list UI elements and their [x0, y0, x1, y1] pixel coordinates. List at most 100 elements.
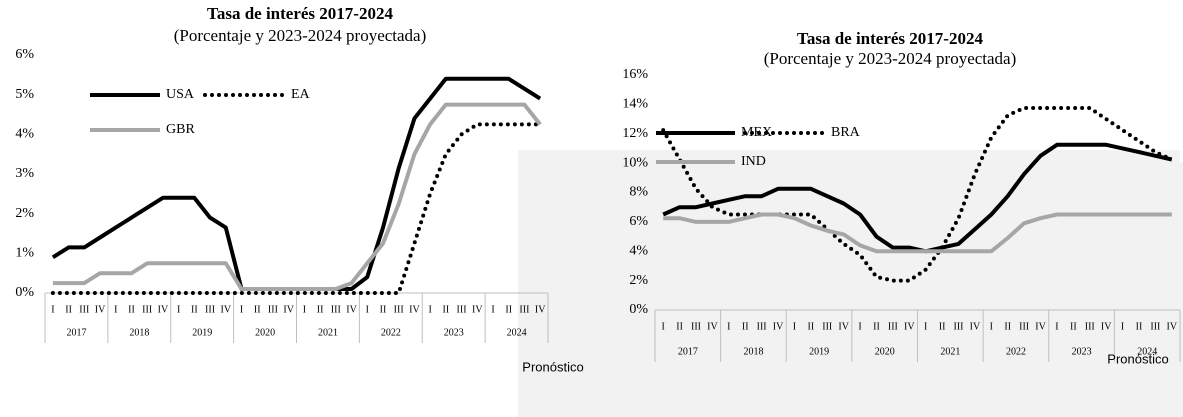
y-tick-label: 0% [629, 302, 648, 317]
x-tick-label: III [205, 304, 215, 315]
x-tick-label: IV [409, 304, 420, 315]
series-line [50, 122, 543, 295]
chart-title: Tasa de interés 2017-2024 [797, 29, 983, 48]
x-tick-label: III [1019, 321, 1029, 332]
y-tick-label: 8% [629, 185, 648, 200]
x-tick-label: I [990, 321, 993, 332]
y-tick-label: 5% [15, 87, 34, 102]
x-tick-label: III [142, 304, 152, 315]
x-tick-label: III [394, 304, 404, 315]
x-tick-label: II [442, 304, 449, 315]
x-group-label: 2024 [1137, 346, 1157, 357]
x-tick-label: II [1136, 321, 1143, 332]
y-tick-label: 2% [629, 273, 648, 288]
x-tick-label: IV [904, 321, 915, 332]
x-group-label: 2020 [255, 327, 275, 338]
x-tick-label: IV [707, 321, 718, 332]
x-tick-label: II [380, 304, 387, 315]
x-tick-label: III [691, 321, 701, 332]
x-tick-label: III [331, 304, 341, 315]
legend-label: BRA [831, 125, 861, 140]
y-tick-label: 1% [15, 246, 34, 261]
x-group-label: 2018 [743, 346, 763, 357]
x-group-label: 2020 [875, 346, 895, 357]
x-tick-label: I [114, 304, 117, 315]
x-tick-label: II [1070, 321, 1077, 332]
legend-label: GBR [166, 122, 195, 137]
x-tick-label: III [822, 321, 832, 332]
legend-label: IND [741, 154, 766, 169]
x-tick-label: IV [283, 304, 294, 315]
x-tick-label: IV [95, 304, 106, 315]
x-tick-label: I [428, 304, 431, 315]
x-tick-label: III [457, 304, 467, 315]
x-tick-label: I [793, 321, 796, 332]
y-tick-label: 3% [15, 166, 34, 181]
x-tick-label: II [128, 304, 135, 315]
chart-title: Tasa de interés 2017-2024 [207, 4, 393, 23]
x-tick-label: III [79, 304, 89, 315]
x-tick-label: I [303, 304, 306, 315]
annotation: Pronóstico [1107, 351, 1168, 366]
legend-label: EA [291, 87, 311, 102]
x-group-label: 2024 [507, 327, 527, 338]
y-tick-label: 4% [15, 127, 34, 142]
x-tick-label: II [808, 321, 815, 332]
y-tick-label: 6% [629, 214, 648, 229]
x-tick-label: IV [158, 304, 169, 315]
x-tick-label: III [1150, 321, 1160, 332]
x-group-label: 2023 [444, 327, 464, 338]
x-tick-label: I [1055, 321, 1058, 332]
x-tick-label: III [1085, 321, 1095, 332]
x-tick-label: III [268, 304, 278, 315]
x-group-label: 2019 [192, 327, 212, 338]
x-tick-label: I [240, 304, 243, 315]
x-tick-label: II [939, 321, 946, 332]
annotation: Pronóstico [522, 359, 583, 374]
y-tick-label: 10% [622, 155, 648, 170]
x-tick-label: II [505, 304, 512, 315]
x-group-label: 2021 [318, 327, 338, 338]
x-tick-label: IV [535, 304, 546, 315]
x-tick-label: III [954, 321, 964, 332]
chart-subtitle: (Porcentaje y 2023-2024 proyectada) [174, 26, 427, 45]
y-tick-label: 4% [629, 243, 648, 258]
y-tick-label: 14% [622, 97, 648, 112]
x-tick-label: III [888, 321, 898, 332]
legend-label: MEX [741, 125, 772, 140]
x-group-label: 2017 [66, 327, 86, 338]
x-tick-label: I [1121, 321, 1124, 332]
x-tick-label: IV [220, 304, 231, 315]
x-group-label: 2018 [129, 327, 149, 338]
legend-label: USA [166, 87, 195, 102]
x-tick-label: III [757, 321, 767, 332]
x-group-label: 2022 [381, 327, 401, 338]
x-tick-label: I [858, 321, 861, 332]
y-tick-label: 6% [15, 47, 34, 62]
x-group-label: 2023 [1072, 346, 1092, 357]
x-tick-label: IV [773, 321, 784, 332]
x-group-label: 2019 [809, 346, 829, 357]
x-group-label: 2021 [940, 346, 960, 357]
y-tick-label: 16% [622, 67, 648, 82]
y-tick-label: 0% [15, 285, 34, 300]
x-tick-label: II [254, 304, 261, 315]
x-tick-label: I [727, 321, 730, 332]
x-tick-label: I [366, 304, 369, 315]
x-tick-label: I [177, 304, 180, 315]
forecast-shade [518, 150, 1180, 417]
x-tick-label: III [519, 304, 529, 315]
x-tick-label: II [1004, 321, 1011, 332]
x-group-label: 2022 [1006, 346, 1026, 357]
x-tick-label: II [65, 304, 72, 315]
x-tick-label: I [662, 321, 665, 332]
x-tick-label: IV [346, 304, 357, 315]
x-tick-label: IV [838, 321, 849, 332]
x-tick-label: II [676, 321, 683, 332]
x-tick-label: II [873, 321, 880, 332]
x-tick-label: II [191, 304, 198, 315]
x-tick-label: IV [1167, 321, 1178, 332]
y-tick-label: 12% [622, 126, 648, 141]
y-tick-label: 2% [15, 206, 34, 221]
